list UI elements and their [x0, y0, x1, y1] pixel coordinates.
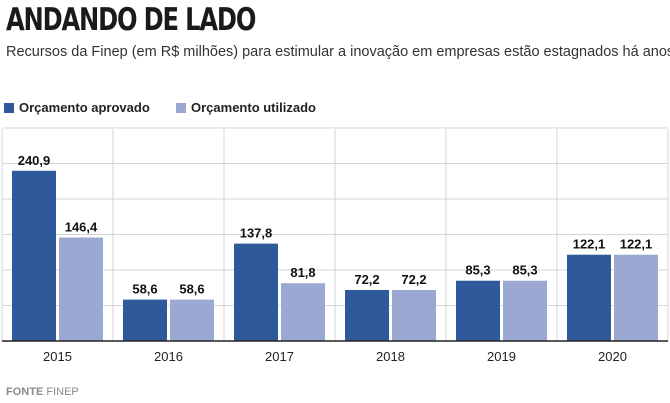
bar-approved: [345, 289, 389, 341]
data-label: 58,6: [179, 282, 204, 297]
data-label: 72,2: [354, 272, 379, 287]
data-label: 122,1: [573, 237, 606, 252]
bar-approved: [123, 299, 167, 341]
bar-used: [503, 280, 547, 341]
bar-used: [59, 237, 103, 341]
data-label: 85,3: [512, 263, 537, 278]
chart-subtitle: Recursos da Finep (em R$ milhões) para e…: [6, 44, 670, 60]
source-note: FONTE FINEP: [6, 386, 79, 398]
data-label: 81,8: [290, 265, 315, 280]
bar-used: [281, 283, 325, 341]
bar-approved: [567, 254, 611, 341]
data-label: 58,6: [132, 282, 157, 297]
bar-used: [614, 254, 658, 341]
legend-item-used: Orçamento utilizado: [176, 100, 316, 115]
data-label: 85,3: [465, 263, 490, 278]
data-label: 137,8: [240, 226, 273, 241]
x-tick-label: 2020: [598, 349, 627, 364]
data-label: 146,4: [65, 220, 98, 235]
legend-swatch-approved: [4, 103, 14, 113]
x-tick-label: 2019: [487, 349, 516, 364]
source-label: FONTE: [6, 386, 44, 398]
bar-used: [392, 289, 436, 341]
bar-approved: [12, 170, 56, 341]
x-tick-label: 2017: [265, 349, 294, 364]
bar-used: [170, 299, 214, 341]
data-label: 240,9: [18, 153, 51, 168]
data-label: 122,1: [620, 237, 653, 252]
bar-approved: [234, 243, 278, 341]
x-tick-label: 2015: [43, 349, 72, 364]
data-label: 72,2: [401, 272, 426, 287]
legend-swatch-used: [176, 103, 186, 113]
legend-label-approved: Orçamento aprovado: [19, 100, 150, 115]
source-value: FINEP: [46, 386, 79, 398]
x-tick-label: 2018: [376, 349, 405, 364]
bar-approved: [456, 280, 500, 341]
legend-label-used: Orçamento utilizado: [191, 100, 316, 115]
chart-title: ANDANDO DE LADO: [6, 2, 256, 38]
x-tick-label: 2016: [154, 349, 183, 364]
legend-item-approved: Orçamento aprovado: [4, 100, 150, 115]
